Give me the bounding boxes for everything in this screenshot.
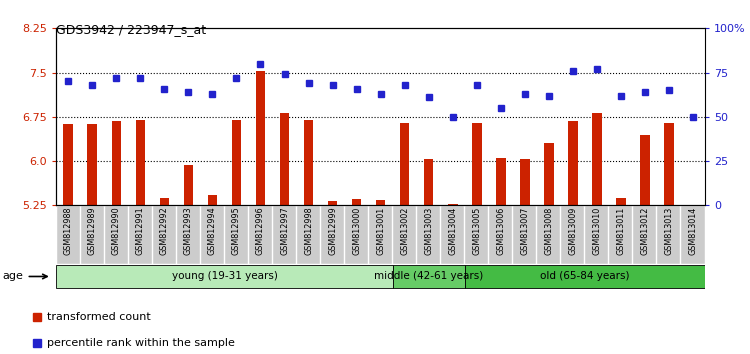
Text: middle (42-61 years): middle (42-61 years)	[374, 272, 483, 281]
FancyBboxPatch shape	[321, 205, 344, 264]
Text: GSM812997: GSM812997	[280, 206, 289, 255]
Bar	[640, 135, 650, 205]
Bar	[232, 120, 242, 205]
Bar	[280, 113, 290, 205]
Bar	[64, 125, 73, 205]
Text: GSM813013: GSM813013	[664, 206, 674, 255]
Text: GSM812993: GSM812993	[184, 206, 193, 255]
FancyBboxPatch shape	[369, 205, 392, 264]
Text: GSM813014: GSM813014	[688, 206, 698, 255]
Bar	[448, 204, 458, 205]
Bar	[160, 198, 170, 205]
Text: GSM813011: GSM813011	[616, 206, 626, 255]
Bar	[112, 121, 122, 205]
Text: age: age	[3, 272, 47, 281]
FancyBboxPatch shape	[585, 205, 608, 264]
Text: GSM813009: GSM813009	[568, 206, 578, 255]
FancyBboxPatch shape	[658, 205, 680, 264]
FancyBboxPatch shape	[634, 205, 656, 264]
Bar	[256, 72, 266, 205]
FancyBboxPatch shape	[153, 205, 176, 264]
FancyBboxPatch shape	[609, 205, 632, 264]
FancyBboxPatch shape	[81, 205, 104, 264]
Bar	[136, 120, 146, 205]
Bar	[472, 123, 482, 205]
Bar	[304, 120, 313, 205]
Bar	[592, 113, 602, 205]
Text: young (19-31 years): young (19-31 years)	[172, 272, 278, 281]
Text: GSM812994: GSM812994	[208, 206, 217, 255]
FancyBboxPatch shape	[513, 205, 536, 264]
FancyBboxPatch shape	[297, 205, 320, 264]
Text: percentile rank within the sample: percentile rank within the sample	[47, 338, 236, 348]
Text: GSM813012: GSM813012	[640, 206, 650, 255]
FancyBboxPatch shape	[57, 205, 80, 264]
FancyBboxPatch shape	[105, 205, 128, 264]
Text: GSM812989: GSM812989	[88, 206, 97, 255]
Text: GSM812999: GSM812999	[328, 206, 337, 255]
Text: GSM813008: GSM813008	[544, 206, 554, 255]
FancyBboxPatch shape	[465, 265, 705, 288]
FancyBboxPatch shape	[201, 205, 224, 264]
Text: GSM813007: GSM813007	[520, 206, 530, 255]
Text: GSM813002: GSM813002	[400, 206, 410, 255]
FancyBboxPatch shape	[441, 205, 464, 264]
Text: old (65-84 years): old (65-84 years)	[540, 272, 629, 281]
FancyBboxPatch shape	[249, 205, 272, 264]
Bar	[664, 123, 674, 205]
Bar	[424, 159, 433, 205]
Bar	[496, 158, 506, 205]
Text: GSM813004: GSM813004	[448, 206, 458, 255]
FancyBboxPatch shape	[537, 205, 560, 264]
Text: GSM812998: GSM812998	[304, 206, 313, 255]
Text: GSM813000: GSM813000	[352, 206, 361, 255]
Bar	[544, 143, 554, 205]
Text: GSM813003: GSM813003	[424, 206, 433, 255]
Text: GSM812991: GSM812991	[136, 206, 145, 255]
FancyBboxPatch shape	[682, 205, 704, 264]
Text: GSM813010: GSM813010	[592, 206, 602, 255]
Bar	[616, 198, 626, 205]
Bar	[400, 123, 410, 205]
FancyBboxPatch shape	[465, 205, 488, 264]
Text: GSM812988: GSM812988	[64, 206, 73, 255]
Bar	[376, 200, 386, 205]
Text: transformed count: transformed count	[47, 312, 151, 322]
Text: GSM813001: GSM813001	[376, 206, 386, 255]
Bar	[208, 195, 218, 205]
Text: GSM812996: GSM812996	[256, 206, 265, 255]
Text: GDS3942 / 223947_s_at: GDS3942 / 223947_s_at	[56, 23, 206, 36]
FancyBboxPatch shape	[129, 205, 152, 264]
FancyBboxPatch shape	[489, 205, 512, 264]
FancyBboxPatch shape	[345, 205, 368, 264]
FancyBboxPatch shape	[177, 205, 200, 264]
Bar	[184, 165, 194, 205]
Text: GSM813005: GSM813005	[472, 206, 482, 255]
Text: GSM813006: GSM813006	[496, 206, 506, 255]
FancyBboxPatch shape	[561, 205, 584, 264]
Text: GSM812992: GSM812992	[160, 206, 169, 255]
Bar	[568, 121, 578, 205]
FancyBboxPatch shape	[56, 265, 393, 288]
FancyBboxPatch shape	[417, 205, 440, 264]
FancyBboxPatch shape	[225, 205, 248, 264]
FancyBboxPatch shape	[393, 205, 416, 264]
Bar	[88, 125, 97, 205]
Text: GSM812990: GSM812990	[112, 206, 121, 255]
Bar	[328, 201, 338, 205]
Bar	[352, 199, 362, 205]
Bar	[520, 159, 530, 205]
FancyBboxPatch shape	[273, 205, 296, 264]
Text: GSM812995: GSM812995	[232, 206, 241, 255]
FancyBboxPatch shape	[393, 265, 465, 288]
